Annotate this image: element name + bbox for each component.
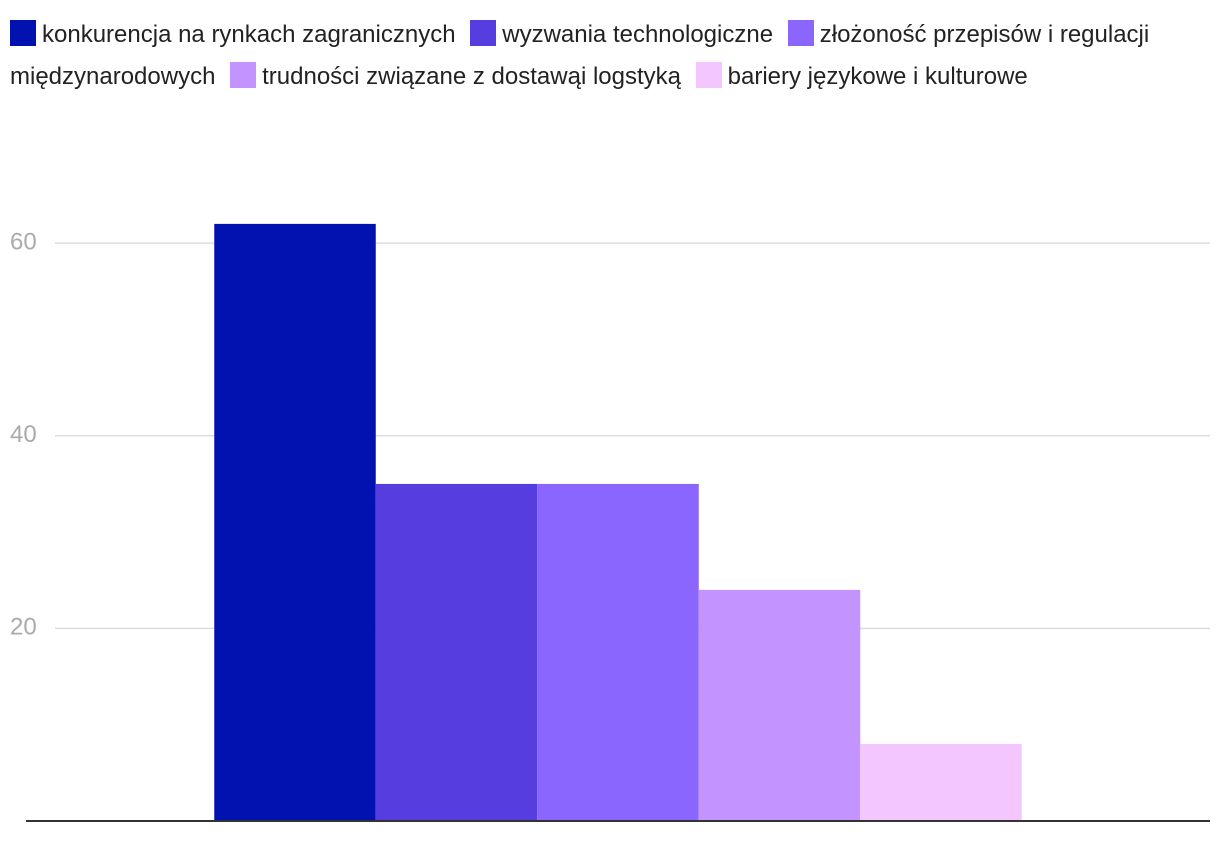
bar [860,743,1022,821]
y-tick-label: 60 [10,228,37,255]
legend-label: trudności związane z dostawąi logstyką [262,63,681,90]
legend-swatch [10,20,36,46]
legend-swatch [695,62,722,88]
legend-item: wyzwania technologiczne [470,20,774,48]
legend: konkurencja na rynkach zagranicznych wyz… [10,14,1210,98]
legend-swatch [470,20,497,46]
bar [375,483,538,821]
bar [698,589,861,821]
legend-label: wyzwania technologiczne [502,21,774,48]
legend-item: konkurencja na rynkach zagranicznych [10,20,456,48]
legend-item: złożoność przepisów i regulacji międzyna… [10,20,1150,90]
legend-swatch [787,20,814,46]
y-tick-label: 20 [10,614,37,641]
bar [537,483,699,821]
y-tick-label: 40 [10,421,37,448]
legend-label: złożoność przepisów i regulacji międzyna… [10,21,1150,90]
legend-label: bariery językowe i kulturowe [727,63,1028,90]
legend-item: bariery językowe i kulturowe [695,62,1028,90]
legend-swatch [230,62,257,88]
bar [214,223,376,821]
legend-label: konkurencja na rynkach zagranicznych [42,21,456,48]
legend-item: trudności związane z dostawąi logstyką [230,62,681,90]
